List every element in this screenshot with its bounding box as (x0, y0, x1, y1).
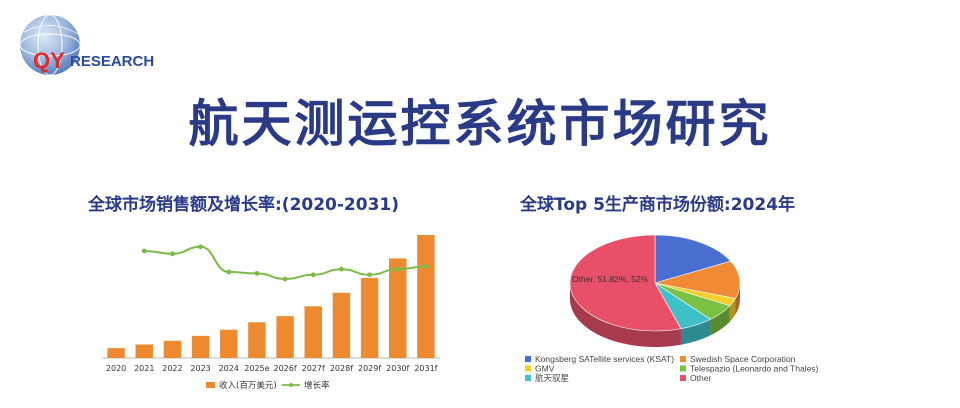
logo-q-text: QY (33, 48, 65, 73)
growth-rate-line (144, 245, 426, 281)
revenue-bar (135, 344, 153, 358)
x-tick-label: 2022 (162, 364, 182, 373)
pie-legend-label: Kongsberg SATellite services (KSAT) (535, 354, 674, 364)
revenue-bar (163, 340, 182, 358)
market-share-pie-chart: Other, 51.82%, 52% Kongsberg SATellite se… (525, 234, 819, 383)
pie-legend-swatch (525, 375, 531, 381)
pie-legend-swatch (525, 356, 531, 362)
pie-legend-label: GMV (535, 364, 555, 374)
growth-rate-point (423, 264, 429, 269)
x-tick-label: 2020 (106, 364, 126, 373)
growth-rate-point (254, 271, 260, 276)
x-tick-label: 2027f (302, 364, 325, 373)
sales-growth-chart: 2020 2021 2022 2023 2024 2025e 2026f 2027f 2028f… (102, 235, 440, 391)
legend-swatch-revenue (206, 382, 215, 388)
right-chart-subtitle: 全球Top 5生产商市场份额:2024年 (520, 195, 796, 215)
x-tick-label: 2029f (358, 364, 381, 373)
growth-rate-point (170, 251, 175, 257)
pie-legend-swatch (680, 365, 686, 372)
revenue-bar (360, 278, 379, 358)
x-tick-label: 2031f (414, 364, 437, 373)
x-tick-label: 2024 (219, 364, 239, 373)
pie-slice (569, 234, 682, 332)
x-tick-label: 2026f (273, 364, 296, 373)
pie-legend-swatch (525, 365, 531, 372)
pie-annotation-other: Other, 51.82%, 52% (572, 274, 649, 284)
pie-slice-side (710, 305, 730, 336)
x-tick-label: 2021 (134, 364, 154, 373)
pie-legend-label: Swedish Space Corporation (690, 354, 796, 364)
revenue-bar (304, 306, 322, 358)
revenue-bar (191, 335, 210, 358)
pie-legend-label: Other (690, 373, 711, 383)
growth-rate-point (367, 272, 372, 278)
qyresearch-logo: QY RESEARCH (19, 14, 154, 76)
revenue-bar (389, 258, 407, 358)
legend-swatch-growth-dot (289, 383, 293, 387)
x-tick-label: 2025e (244, 364, 269, 373)
pie-slice (654, 260, 741, 299)
left-chart-subtitle: 全球市场销售额及增长率:(2020-2031) (88, 195, 400, 215)
legend-label-revenue: 收入(百万美元) (219, 380, 277, 391)
growth-rate-point (339, 266, 344, 272)
x-tick-label: 2028f (330, 364, 353, 373)
revenue-bar (220, 329, 238, 358)
revenue-bar (417, 235, 435, 358)
growth-rate-point (226, 269, 232, 275)
growth-rate-point (395, 266, 401, 272)
logo-research-text: RESEARCH (70, 53, 154, 70)
revenue-bar (276, 316, 294, 358)
revenue-bar (332, 292, 351, 358)
legend-label-growth: 增长率 (304, 380, 330, 391)
growth-rate-point (282, 276, 288, 282)
growth-rate-point (141, 248, 147, 254)
revenue-bar (248, 322, 266, 358)
pie-slice (654, 234, 732, 284)
growth-rate-point (310, 272, 316, 278)
x-tick-label: 2030f (386, 364, 409, 373)
pie-legend-swatch (680, 356, 686, 362)
pie-legend-label: Telespazio (Leonardo and Thales) (690, 364, 819, 374)
pie-legend-label: 航天驭星 (535, 373, 569, 383)
x-tick-label: 2023 (190, 364, 210, 373)
pie-slice-side (680, 319, 711, 345)
pie-legend-swatch (680, 375, 686, 381)
page-title: 航天测运控系统市场研究 (188, 95, 772, 153)
growth-rate-point (198, 244, 203, 250)
revenue-bar (107, 348, 125, 358)
